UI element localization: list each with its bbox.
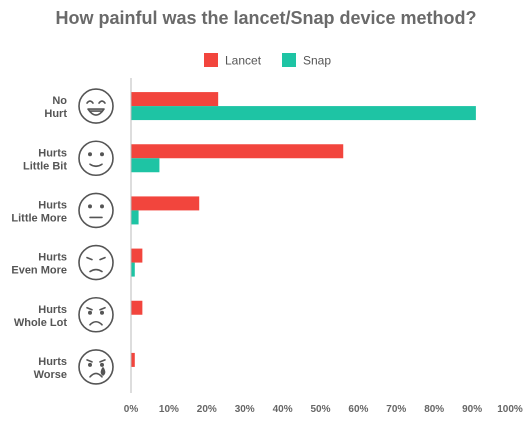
category-label: Hurts xyxy=(38,199,67,211)
legend-swatch-lancet xyxy=(204,53,218,67)
category-label: Little More xyxy=(11,212,67,224)
face-hurts-little-more-icon xyxy=(78,192,114,229)
category-label: Little Bit xyxy=(23,160,67,172)
face-hurts-little-bit-icon xyxy=(78,140,114,177)
category-label: Hurts xyxy=(38,252,67,264)
bars xyxy=(131,92,476,367)
x-tick-label: 70% xyxy=(386,404,406,415)
category-label: Worse xyxy=(34,369,67,381)
bar-lancet-4 xyxy=(131,300,143,315)
bar-snap-3 xyxy=(131,262,135,277)
category-label: Hurts xyxy=(38,304,67,316)
category-label: Hurts xyxy=(38,147,67,159)
bar-snap-0 xyxy=(131,106,476,121)
x-axis-ticks: 0% 10% 20% 30% 40% 50% 60% 70% 80% 90% 100% xyxy=(124,404,523,415)
legend-label-lancet: Lancet xyxy=(225,54,262,68)
bar-lancet-2 xyxy=(131,196,200,211)
face-hurts-worse-icon xyxy=(78,349,114,385)
bar-lancet-0 xyxy=(131,92,219,107)
bar-lancet-3 xyxy=(131,248,143,263)
face-hurts-even-more-icon xyxy=(78,244,114,281)
category-label: Hurt xyxy=(44,108,67,120)
legend-swatch-snap xyxy=(282,53,296,67)
bar-snap-1 xyxy=(131,158,160,173)
category-label: Even More xyxy=(11,265,67,277)
x-tick-label: 40% xyxy=(273,404,293,415)
category-label: Whole Lot xyxy=(14,317,67,329)
x-tick-label: 30% xyxy=(235,404,255,415)
category-label: No xyxy=(52,95,67,107)
chart-title: How painful was the lancet/Snap device m… xyxy=(55,8,476,28)
x-tick-label: 0% xyxy=(124,404,139,415)
legend-label-snap: Snap xyxy=(303,54,331,68)
face-hurts-whole-lot-icon xyxy=(78,296,114,333)
face-icons xyxy=(78,88,114,385)
bar-lancet-5 xyxy=(131,352,135,367)
x-tick-label: 20% xyxy=(197,404,217,415)
bar-snap-2 xyxy=(131,210,139,225)
x-tick-label: 60% xyxy=(348,404,368,415)
x-tick-label: 80% xyxy=(424,404,444,415)
category-label: Hurts xyxy=(38,356,67,368)
x-tick-label: 50% xyxy=(310,404,330,415)
x-tick-label: 90% xyxy=(462,404,482,415)
x-tick-label: 100% xyxy=(497,404,523,415)
legend: Lancet Snap xyxy=(204,53,331,68)
x-tick-label: 10% xyxy=(159,404,179,415)
face-no-hurt-icon xyxy=(78,88,114,124)
bar-lancet-1 xyxy=(131,144,344,159)
